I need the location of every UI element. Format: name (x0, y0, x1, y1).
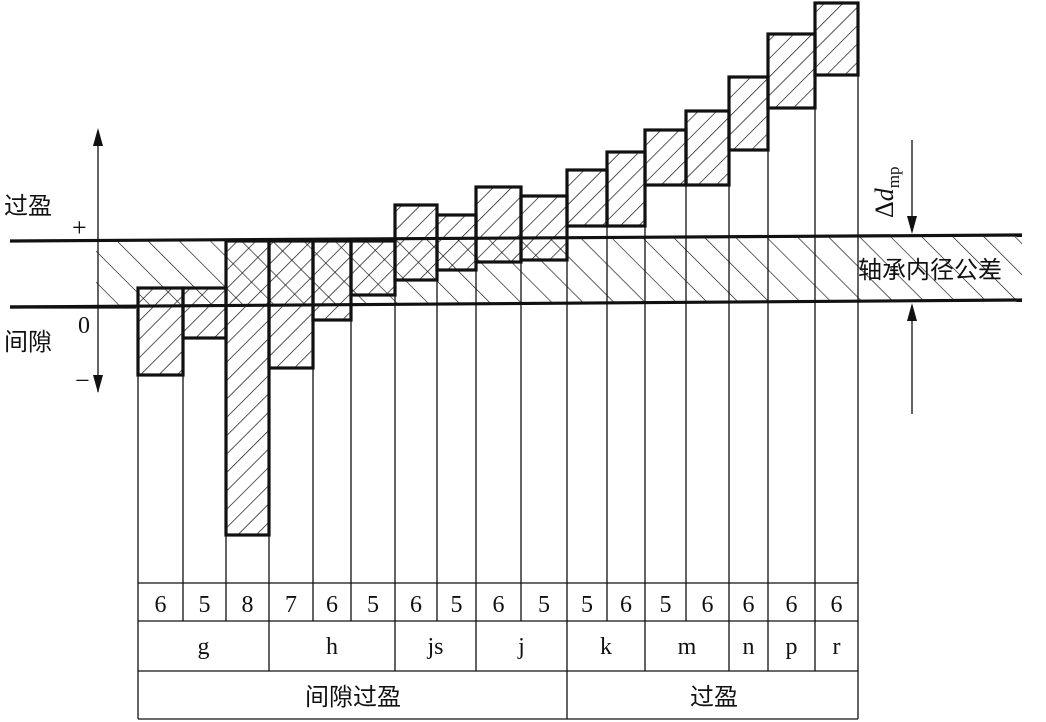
bore-tolerance-label: 轴承内径公差 (858, 256, 1002, 284)
field-cell: n (743, 634, 755, 660)
field-cell: g (198, 634, 210, 660)
tolerance-zone-j5 (519, 194, 569, 262)
axis-up-arrow-icon (93, 128, 103, 146)
clearance-side-label: 间隙 (4, 328, 52, 356)
field-row: g h js j k m n p r (198, 634, 841, 660)
tolerance-zone-k5 (565, 168, 609, 228)
minus-sign: − (75, 366, 90, 395)
interference-side-label: 过盈 (4, 192, 52, 220)
grade-cell: 6 (831, 592, 843, 618)
fit-type-row: 间隙过盈 过盈 (305, 683, 738, 711)
grade-cell: 5 (581, 592, 593, 618)
fit-type-interference: 过盈 (690, 683, 738, 711)
field-cell: h (326, 634, 338, 660)
delta-dmp-label: Δdmp (870, 167, 903, 218)
dimension-arrow-up-icon (907, 303, 917, 321)
tolerance-zone-js5 (435, 213, 478, 272)
tolerance-zone-g6 (136, 286, 185, 377)
axis-down-arrow-icon (93, 375, 103, 393)
field-cell: m (678, 634, 697, 660)
grade-cell: 5 (538, 592, 550, 618)
tolerance-zone-g8 (224, 239, 271, 537)
tolerance-zone-p6 (766, 32, 817, 110)
grade-row: 6 5 8 7 6 5 6 5 6 5 5 6 5 6 6 6 6 (155, 592, 843, 618)
grade-cell: 8 (242, 592, 254, 618)
plus-sign: + (72, 213, 87, 242)
tolerance-table-grid (137, 582, 859, 720)
tolerance-zone-j6 (474, 185, 523, 264)
grade-cell: 5 (660, 592, 672, 618)
grade-cell: 6 (743, 592, 755, 618)
column-extension-lines (137, 75, 859, 583)
dimension-arrow-down-icon (907, 216, 917, 234)
field-cell: p (786, 634, 798, 660)
shaft-tolerance-zones (136, 1, 860, 537)
field-cell: js (426, 634, 443, 660)
tolerance-zone-m6 (684, 109, 731, 187)
tolerance-zone-h7 (267, 239, 315, 370)
grade-cell: 6 (786, 592, 798, 618)
grade-cell: 6 (410, 592, 422, 618)
field-cell: k (600, 634, 612, 660)
grade-cell: 5 (367, 592, 379, 618)
delta-dmp-dimension (907, 140, 917, 414)
tolerance-zone-h6 (311, 239, 353, 322)
field-cell: r (833, 634, 841, 660)
grade-cell: 6 (620, 592, 632, 618)
tolerance-zone-r6 (813, 1, 860, 77)
grade-cell: 6 (702, 592, 714, 618)
grade-cell: 6 (326, 592, 338, 618)
zero-line-label: 0 (78, 313, 90, 339)
tolerance-zone-g5 (181, 286, 228, 340)
grade-cell: 7 (285, 592, 297, 618)
tolerance-zone-h5 (349, 239, 397, 297)
grade-cell: 6 (493, 592, 505, 618)
tolerance-zone-k6 (605, 150, 647, 228)
vertical-axis (10, 128, 136, 393)
tolerance-zone-js6 (393, 203, 439, 282)
fit-type-transition: 间隙过盈 (305, 683, 401, 711)
grade-cell: 5 (451, 592, 463, 618)
grade-cell: 5 (199, 592, 211, 618)
field-cell: j (517, 634, 525, 660)
tolerance-zone-m5 (643, 128, 688, 187)
grade-cell: 6 (155, 592, 167, 618)
tolerance-zone-n6 (727, 75, 770, 152)
